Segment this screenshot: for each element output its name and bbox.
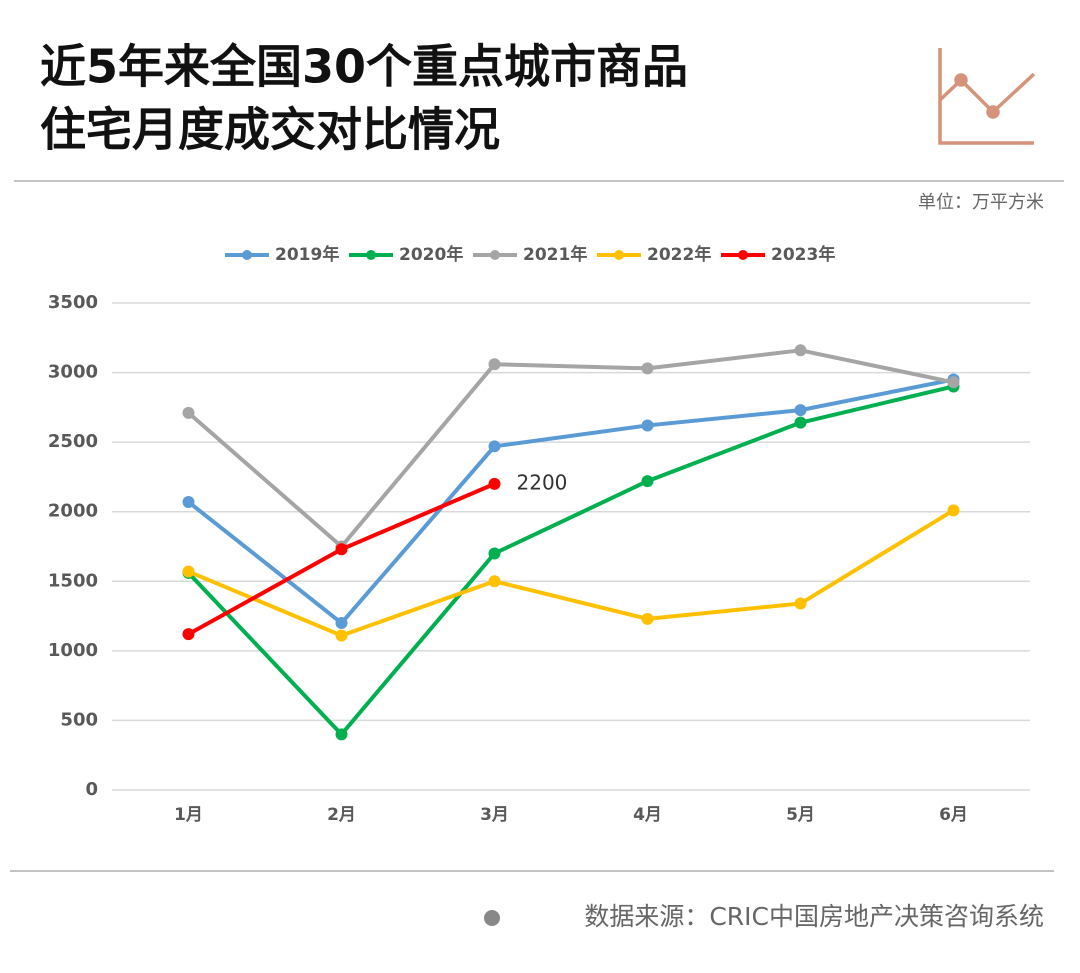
source-dot bbox=[484, 910, 500, 926]
y-tick-label: 0 bbox=[85, 779, 98, 800]
data-point bbox=[794, 404, 807, 417]
series-line bbox=[187, 508, 955, 638]
data-point bbox=[641, 362, 654, 375]
icon-line bbox=[938, 72, 1036, 115]
y-tick-label: 3500 bbox=[48, 292, 98, 313]
data-point bbox=[182, 565, 195, 578]
data-point bbox=[335, 543, 348, 556]
data-point bbox=[488, 547, 501, 560]
legend-label: 2019年 bbox=[275, 244, 339, 265]
legend-swatch-dot bbox=[366, 250, 376, 260]
x-tick-label: 4月 bbox=[633, 805, 662, 825]
data-point bbox=[488, 477, 501, 490]
icon-dot bbox=[954, 73, 968, 87]
legend-label: 2023年 bbox=[771, 244, 835, 265]
data-point bbox=[335, 629, 348, 642]
data-point bbox=[794, 597, 807, 610]
data-point bbox=[641, 419, 654, 432]
legend-label: 2020年 bbox=[399, 244, 463, 265]
data-point bbox=[794, 344, 807, 357]
y-tick-label: 1500 bbox=[48, 570, 98, 591]
data-point bbox=[947, 504, 960, 517]
data-point bbox=[182, 495, 195, 508]
data-point bbox=[641, 475, 654, 488]
y-tick-label: 500 bbox=[60, 709, 98, 730]
data-point bbox=[947, 376, 960, 389]
y-tick-label: 3000 bbox=[48, 362, 98, 383]
legend-swatch-dot bbox=[242, 250, 252, 260]
data-point bbox=[794, 416, 807, 429]
data-point bbox=[335, 728, 348, 741]
legend-swatch-dot bbox=[490, 250, 500, 260]
y-tick-label: 2500 bbox=[48, 431, 98, 452]
x-tick-label: 1月 bbox=[174, 805, 203, 825]
legend-label: 2021年 bbox=[523, 244, 587, 265]
icon-dot bbox=[986, 105, 1000, 119]
data-point bbox=[488, 358, 501, 371]
icon-axis bbox=[938, 48, 1034, 145]
unit-label: 单位：万平方米 bbox=[918, 192, 1044, 213]
data-label: 2200 bbox=[517, 470, 568, 494]
data-point bbox=[641, 612, 654, 625]
chart-title: 住宅月度成交对比情况 bbox=[40, 103, 500, 157]
chart-title: 近5年来全国30个重点城市商品 bbox=[40, 40, 688, 94]
source-label: 数据来源：CRIC中国房地产决策咨询系统 bbox=[584, 902, 1044, 931]
series-line bbox=[187, 348, 954, 549]
data-point bbox=[335, 617, 348, 630]
x-tick-label: 2月 bbox=[327, 805, 356, 825]
data-point bbox=[182, 406, 195, 419]
data-point bbox=[182, 628, 195, 641]
series-line bbox=[187, 384, 954, 737]
y-tick-label: 1000 bbox=[48, 640, 98, 661]
legend-swatch-dot bbox=[614, 250, 624, 260]
icon bbox=[938, 48, 1036, 145]
legend-label: 2022年 bbox=[647, 244, 711, 265]
x-tick-label: 5月 bbox=[786, 805, 815, 825]
data-point bbox=[488, 575, 501, 588]
legend-swatch-dot bbox=[738, 250, 748, 260]
series-line bbox=[187, 377, 954, 626]
x-tick-label: 3月 bbox=[480, 805, 509, 825]
x-tick-label: 6月 bbox=[939, 805, 968, 825]
y-tick-label: 2000 bbox=[48, 501, 98, 522]
data-point bbox=[488, 440, 501, 453]
